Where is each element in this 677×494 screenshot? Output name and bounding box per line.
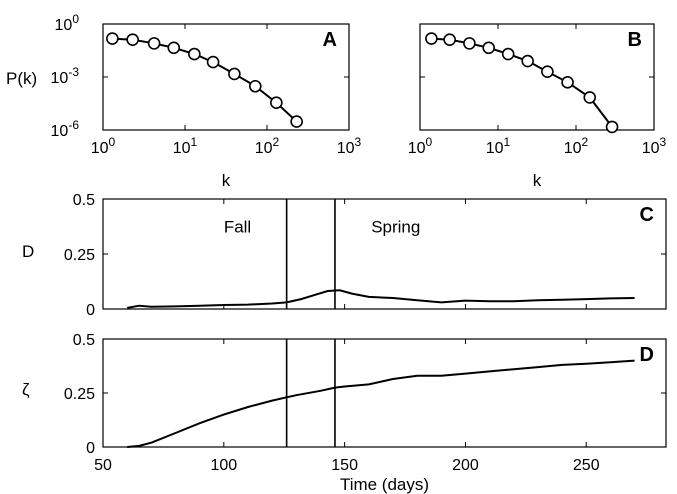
series-line	[127, 359, 635, 448]
y-axis-label: ζ	[22, 380, 30, 399]
panel-label: A	[323, 29, 337, 51]
x-tick-label: 100	[91, 135, 116, 157]
data-point	[605, 120, 619, 134]
panel-d: 50 100 150 200 250 0 0.25 0.5 Dζ Time (days)	[22, 332, 667, 494]
data-point	[126, 33, 139, 46]
y-axis-label: P(k)	[6, 69, 37, 88]
x-tick-label: 102	[255, 135, 280, 157]
data-point	[206, 55, 220, 69]
data-point	[443, 33, 456, 46]
x-axis-label: k	[222, 171, 231, 190]
data-point	[583, 91, 597, 104]
annotation-label: Spring	[371, 218, 420, 237]
x-tick-label: 103	[642, 135, 667, 157]
x-tick-label: 101	[173, 135, 198, 157]
y-tick-label: 0.25	[64, 247, 95, 264]
data-point	[541, 65, 554, 78]
data-point	[561, 76, 574, 89]
panel-label: C	[640, 204, 654, 226]
y-tick-label: 10-3	[51, 65, 80, 87]
y-tick-label: 100	[55, 12, 80, 34]
axes-frame	[102, 23, 350, 131]
data-point	[501, 47, 515, 61]
data-point	[147, 37, 161, 50]
x-tick-label: 200	[452, 457, 479, 474]
data-point	[270, 96, 283, 110]
panel-label: B	[628, 29, 642, 51]
x-tick-label: 100	[408, 135, 433, 157]
x-tick-label: 150	[331, 457, 358, 474]
series-line	[127, 289, 635, 309]
series-line	[112, 37, 298, 123]
x-tick-label: 50	[94, 457, 112, 474]
data-point	[482, 41, 496, 55]
y-tick-label: 0	[86, 440, 95, 457]
data-point	[521, 54, 534, 68]
x-tick-label: 102	[564, 135, 589, 157]
data-point	[463, 37, 476, 50]
axes-frame	[102, 198, 667, 310]
y-axis-label: D	[22, 242, 34, 261]
y-tick-label: 0.25	[64, 386, 95, 403]
annotation-label: Fall	[224, 218, 251, 237]
data-point	[167, 41, 181, 55]
data-point	[188, 47, 201, 61]
data-point	[106, 32, 119, 45]
data-point	[290, 115, 303, 128]
axes-frame	[102, 338, 667, 448]
x-tick-label: 250	[573, 457, 600, 474]
x-tick-label: 100	[210, 457, 237, 474]
data-point	[425, 32, 438, 45]
x-tick-label: 103	[337, 135, 362, 157]
data-point	[228, 67, 241, 81]
x-axis-label: Time (days)	[340, 475, 429, 494]
data-point	[249, 79, 262, 93]
panel-label: D	[640, 344, 654, 366]
panel-c: 0 0.25 0.5 Fall Spring C D	[22, 192, 667, 319]
panel-b: 100 101 102 103 Bk	[408, 23, 667, 190]
x-tick-label: 101	[486, 135, 511, 157]
y-tick-label: 10-6	[51, 118, 80, 140]
y-tick-label: 0.5	[73, 332, 95, 349]
series-line	[431, 37, 613, 128]
y-tick-label: 0	[86, 302, 95, 319]
y-tick-label: 0.5	[73, 192, 95, 209]
panel-a: 100 101 102 103 100 10-3 10-6 A P(k) k	[6, 12, 362, 190]
x-axis-label: k	[533, 171, 542, 190]
